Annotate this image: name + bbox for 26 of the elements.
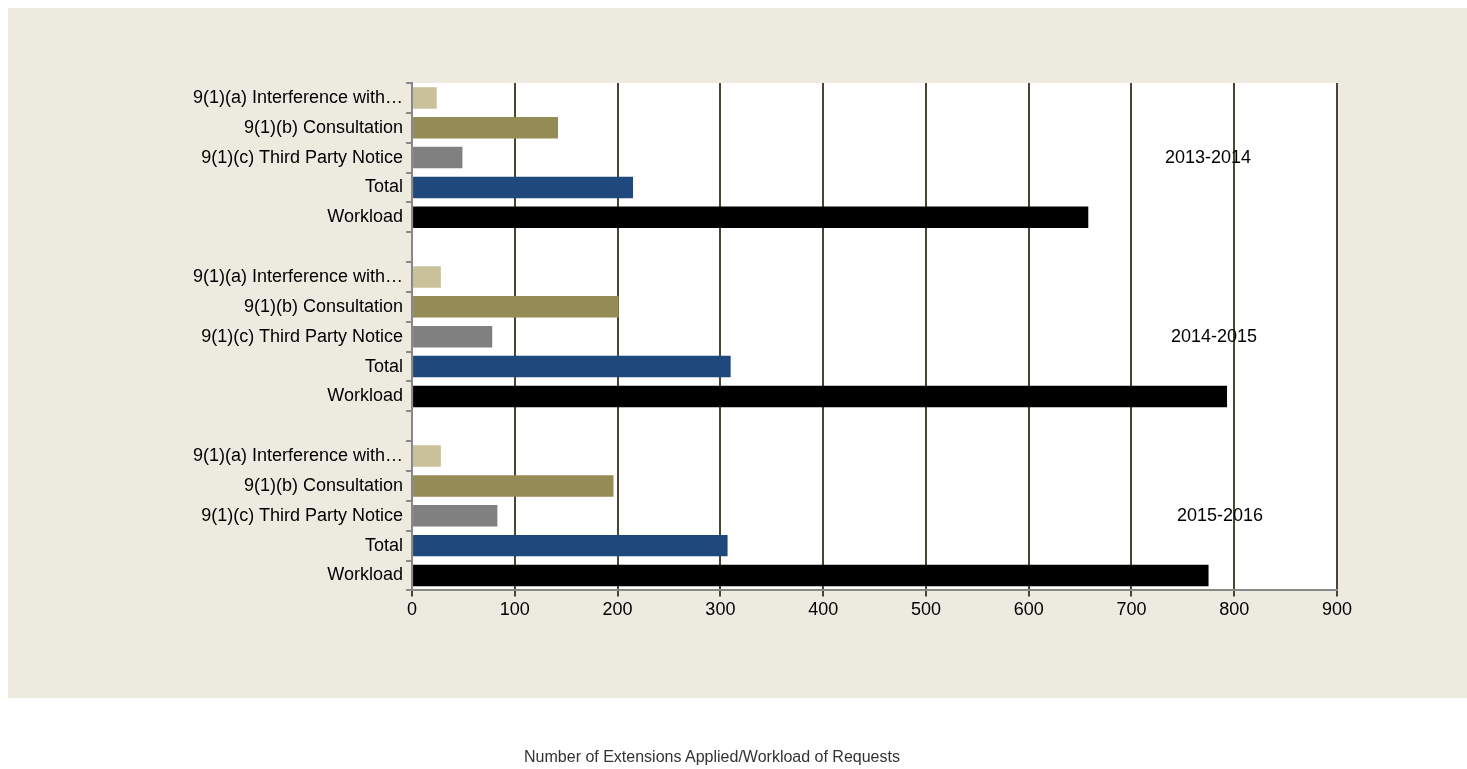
x-tick-label: 900 [1321,599,1353,620]
y-tick-label: Total [365,355,404,376]
y-tick-label: Total [365,534,404,555]
x-tick-label: 100 [499,599,530,620]
x-tick-label: 700 [1116,599,1147,620]
x-tick-label: 0 [407,599,418,620]
x-tick-label: 800 [1219,599,1250,620]
x-tick-label: 200 [602,599,633,620]
x-tick-label: 400 [808,599,839,620]
text: Number of Extensions Applied/Workload of Requests [524,748,900,766]
x-tick-label: 300 [705,599,736,620]
y-tick-label: 9(1)(b) Consultation [244,295,404,316]
x-tick-label: 500 [910,599,941,620]
y-tick-label: 9(1)(c) Third Party Notice [201,504,404,525]
y-tick-label: 9(1)(a) Interference with… [193,265,404,286]
y-tick-label: Workload [327,564,404,585]
y-tick-label: 9(1)(b) Consultation [244,116,404,137]
y-tick-label: 9(1)(a) Interference with… [193,445,404,466]
y-tick-label: Total [365,176,404,197]
y-tick-label: 9(1)(c) Third Party Notice [201,146,404,167]
y-tick-label: 9(1)(c) Third Party Notice [201,325,404,346]
y-tick-label: 9(1)(b) Consultation [244,474,404,495]
y-tick-label: Workload [327,206,404,227]
y-tick-label: Workload [327,385,404,406]
y-tick-label: 9(1)(a) Interference with… [193,86,404,107]
x-tick-label: 600 [1013,599,1044,620]
